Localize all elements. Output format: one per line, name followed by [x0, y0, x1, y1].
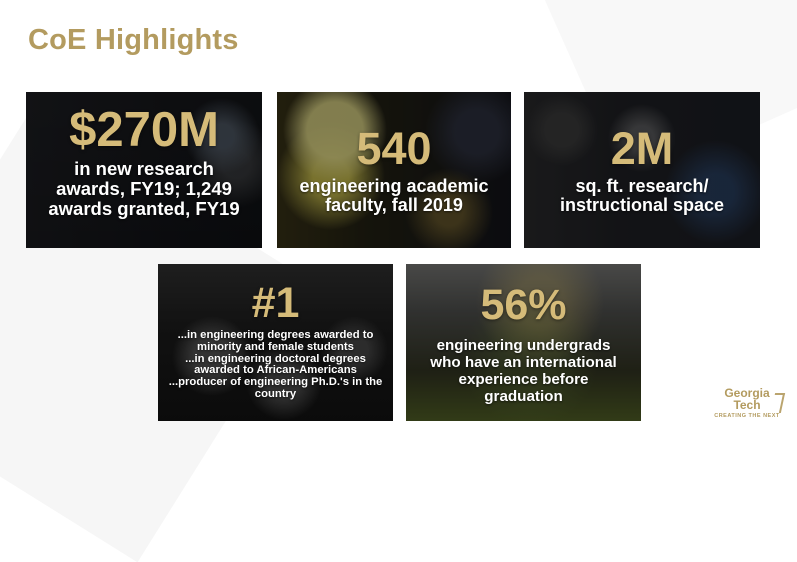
highlight-description: engineering academic faculty, fall 2019	[299, 176, 489, 215]
page-title: CoE Highlights	[28, 24, 239, 56]
card-overlay	[26, 92, 262, 248]
highlight-card-space: 2M sq. ft. research/ instructional space	[524, 92, 760, 248]
card-background-image	[158, 264, 393, 421]
card-content: #1 ...in engineering degrees awarded to …	[158, 282, 393, 401]
highlight-value: 2M	[610, 123, 674, 174]
highlight-card-ranking: #1 ...in engineering degrees awarded to …	[158, 264, 393, 421]
card-overlay	[406, 264, 641, 421]
georgia-tech-logo: Georgia Tech CREATING THE NEXT	[711, 386, 786, 431]
highlight-value: $270M	[69, 103, 219, 157]
card-overlay	[277, 92, 511, 248]
highlight-value: 540	[356, 123, 432, 174]
highlight-description: sq. ft. research/ instructional space	[559, 176, 725, 215]
card-background-image	[406, 264, 641, 421]
highlight-description: in new research awards, FY19; 1,249 awar…	[48, 158, 240, 219]
card-overlay	[524, 92, 760, 248]
highlight-value: #1	[251, 279, 300, 327]
card-content: 540 engineering academic faculty, fall 2…	[277, 126, 511, 215]
highlight-description: ...in engineering degrees awarded to min…	[168, 329, 383, 400]
highlight-description: engineering undergrads who have an inter…	[430, 337, 617, 405]
logo-text: Georgia Tech	[724, 386, 770, 412]
logo-tagline: CREATING THE NEXT	[714, 413, 780, 419]
highlight-card-research-awards: $270M in new research awards, FY19; 1,24…	[26, 92, 262, 248]
card-content: 2M sq. ft. research/ instructional space	[524, 126, 760, 215]
highlight-value: 56%	[480, 281, 567, 329]
card-content: 56% engineering undergrads who have an i…	[406, 281, 641, 406]
highlight-card-international-experience: 56% engineering undergrads who have an i…	[406, 264, 641, 421]
card-overlay	[158, 264, 393, 421]
card-background-image	[26, 92, 262, 248]
card-content: $270M in new research awards, FY19; 1,24…	[26, 106, 262, 219]
card-background-image	[524, 92, 760, 248]
highlight-card-faculty: 540 engineering academic faculty, fall 2…	[277, 92, 511, 248]
card-background-image	[277, 92, 511, 248]
